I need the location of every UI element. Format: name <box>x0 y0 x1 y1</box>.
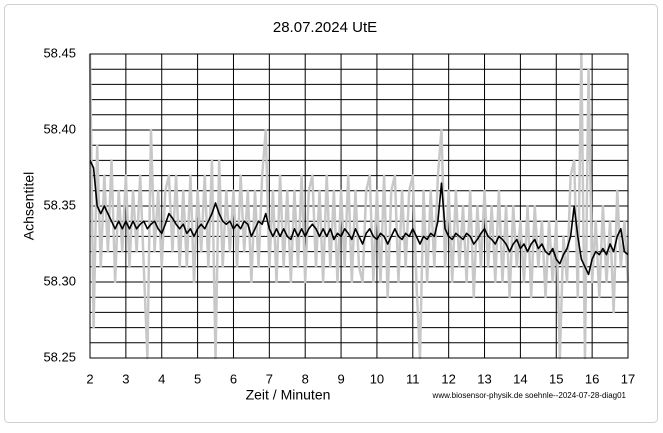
x-tick-label: 13 <box>477 371 491 386</box>
x-tick-label: 10 <box>370 371 384 386</box>
data-line <box>88 52 630 360</box>
x-tick-label: 17 <box>621 371 635 386</box>
x-tick-label: 8 <box>302 371 309 386</box>
y-tick-label: 58.25 <box>43 349 76 364</box>
data-line <box>89 160 629 276</box>
x-tick-label: 6 <box>230 371 237 386</box>
x-tick-label: 2 <box>86 371 93 386</box>
x-tick-label: 9 <box>337 371 344 386</box>
credit: www.biosensor-physik.de soehnle--2024-07… <box>432 391 627 400</box>
plot-border <box>89 53 629 359</box>
chart-title: 28.07.2024 UtE <box>273 19 377 36</box>
y-tick-label: 58.45 <box>43 45 76 60</box>
x-tick-label: 16 <box>585 371 599 386</box>
x-tick-label: 15 <box>549 371 563 386</box>
y-axis-label: Achsentitel <box>21 172 37 240</box>
x-tick-label: 12 <box>441 371 455 386</box>
x-tick-label: 3 <box>122 371 129 386</box>
x-tick-label: 5 <box>194 371 201 386</box>
x-axis-label: Zeit / Minuten <box>246 387 331 403</box>
y-tick-label: 58.40 <box>43 121 76 136</box>
x-tick-label: 14 <box>513 371 527 386</box>
chart-frame <box>4 4 658 423</box>
x-tick-label: 7 <box>266 371 273 386</box>
x-tick-label: 4 <box>158 371 165 386</box>
y-tick-label: 58.30 <box>43 273 76 288</box>
y-tick-label: 58.35 <box>43 197 76 212</box>
x-tick-label: 11 <box>406 371 420 386</box>
